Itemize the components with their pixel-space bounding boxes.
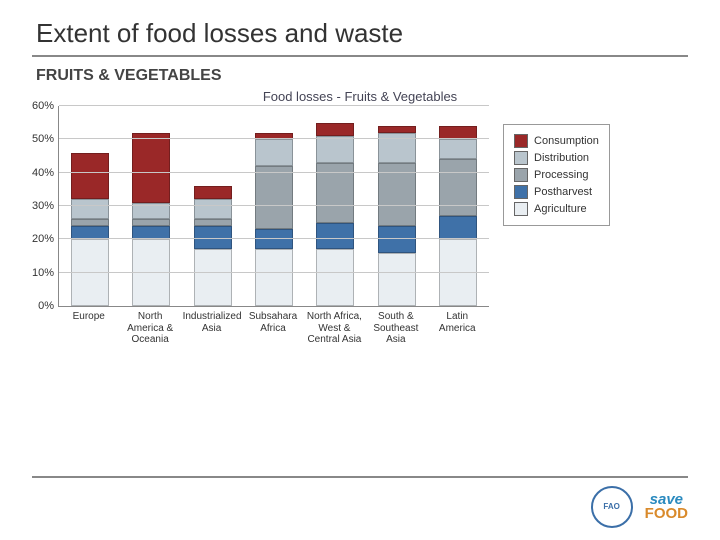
x-tick-label: North Africa, West & Central Asia <box>305 311 363 346</box>
bar-segment-agriculture <box>316 249 354 306</box>
bar-segment-consumption <box>71 153 109 200</box>
bar <box>439 126 477 306</box>
logo-area: FAO save FOOD <box>591 486 688 528</box>
bar-segment-consumption <box>194 186 232 199</box>
bar <box>132 133 170 306</box>
legend-item: Distribution <box>514 151 599 165</box>
bar-segment-processing <box>71 219 109 226</box>
bar-segment-consumption <box>132 133 170 203</box>
bar-segment-postharvest <box>255 229 293 249</box>
bar-segment-distribution <box>255 139 293 166</box>
bar-segment-distribution <box>316 136 354 163</box>
bar-segment-processing <box>439 159 477 216</box>
gridline <box>59 272 489 273</box>
bar-segment-processing <box>132 219 170 226</box>
x-tick-label: Europe <box>60 311 118 346</box>
subtitle: FRUITS & VEGETABLES <box>36 67 688 85</box>
gridline <box>59 138 489 139</box>
bar-segment-agriculture <box>194 249 232 306</box>
bar-segment-agriculture <box>378 253 416 306</box>
bar-segment-distribution <box>194 199 232 219</box>
legend-label: Postharvest <box>534 186 592 198</box>
legend-item: Postharvest <box>514 185 599 199</box>
bar-segment-postharvest <box>378 226 416 253</box>
legend-swatch-icon <box>514 202 528 216</box>
bar-segment-distribution <box>439 139 477 159</box>
x-tick-label: South & Southeast Asia <box>367 311 425 346</box>
bar-segment-distribution <box>378 133 416 163</box>
bar-segment-postharvest <box>71 226 109 239</box>
legend: Consumption Distribution Processing Posthar… <box>503 124 610 226</box>
legend-swatch-icon <box>514 168 528 182</box>
bar <box>378 126 416 306</box>
bar-segment-agriculture <box>132 239 170 306</box>
bar-segment-consumption <box>378 126 416 133</box>
x-tick-label: Latin America <box>428 311 486 346</box>
bar-segment-distribution <box>71 199 109 219</box>
footer-divider <box>32 476 688 478</box>
legend-label: Distribution <box>534 152 589 164</box>
legend-swatch-icon <box>514 185 528 199</box>
gridline <box>59 238 489 239</box>
bar-segment-agriculture <box>439 239 477 306</box>
bar-segment-postharvest <box>132 226 170 239</box>
plot-area <box>58 106 489 307</box>
legend-swatch-icon <box>514 134 528 148</box>
chart-title: Food losses - Fruits & Vegetables <box>32 89 688 104</box>
bar-segment-postharvest <box>439 216 477 239</box>
bars-container <box>59 106 489 306</box>
bar-segment-processing <box>255 166 293 229</box>
x-tick-label: Industrialized Asia <box>183 311 241 346</box>
fao-logo-icon: FAO <box>591 486 633 528</box>
legend-item: Processing <box>514 168 599 182</box>
gridline <box>59 205 489 206</box>
legend-label: Processing <box>534 169 588 181</box>
bar-segment-postharvest <box>316 223 354 250</box>
x-tick-label: Subsahara Africa <box>244 311 302 346</box>
bar-segment-agriculture <box>71 239 109 306</box>
legend-swatch-icon <box>514 151 528 165</box>
legend-label: Consumption <box>534 135 599 147</box>
bar <box>255 133 293 306</box>
y-axis: 60%50%40%30%20%10%0% <box>32 106 58 306</box>
bar-segment-processing <box>194 219 232 226</box>
bar-segment-agriculture <box>255 249 293 306</box>
gridline <box>59 105 489 106</box>
bar-segment-consumption <box>316 123 354 136</box>
save-food-bottom: FOOD <box>645 507 688 521</box>
page-title: Extent of food losses and waste <box>36 18 688 49</box>
bar <box>316 123 354 306</box>
gridline <box>59 172 489 173</box>
save-food-logo-icon: save FOOD <box>645 493 688 522</box>
title-divider <box>32 55 688 57</box>
chart: 60%50%40%30%20%10%0% EuropeNorth America… <box>32 106 688 346</box>
x-tick-label: North America & Oceania <box>121 311 179 346</box>
bar <box>71 153 109 306</box>
legend-label: Agriculture <box>534 203 587 215</box>
legend-item: Consumption <box>514 134 599 148</box>
x-axis-labels: EuropeNorth America & OceaniaIndustriali… <box>58 311 488 346</box>
legend-item: Agriculture <box>514 202 599 216</box>
